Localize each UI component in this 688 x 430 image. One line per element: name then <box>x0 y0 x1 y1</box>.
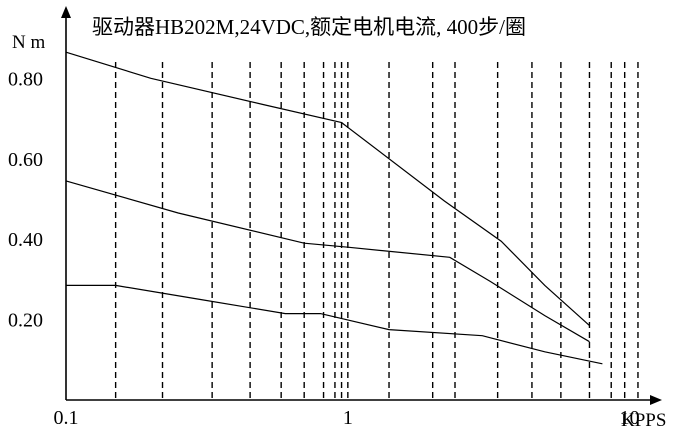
x-axis-label: KPPS <box>621 410 666 430</box>
x-tick-label-2: 10 <box>620 407 640 429</box>
y-tick-label-0: 0.20 <box>8 310 43 332</box>
chart-title: 驱动器HB202M,24VDC,额定电机电流, 400步/圈 <box>92 15 526 39</box>
series-line-3 <box>66 284 603 365</box>
y-tick-label-2: 0.60 <box>8 149 43 171</box>
x-tick-label-1: 1 <box>343 407 353 429</box>
series-line-1 <box>65 51 590 327</box>
y-axis-arrow <box>61 6 71 18</box>
series-lines <box>65 51 603 365</box>
y-axis-label: N m <box>12 32 45 53</box>
axes <box>61 6 662 405</box>
y-tick-label-3: 0.80 <box>8 68 43 90</box>
series-line-2 <box>65 180 590 343</box>
tick-labels: 0.20 0.40 0.60 0.80 0.1 1 10 <box>8 68 640 429</box>
grid-lines <box>114 62 639 400</box>
x-tick-label-0: 0.1 <box>54 407 79 429</box>
x-axis-arrow <box>650 395 662 405</box>
y-tick-label-1: 0.40 <box>8 229 43 251</box>
